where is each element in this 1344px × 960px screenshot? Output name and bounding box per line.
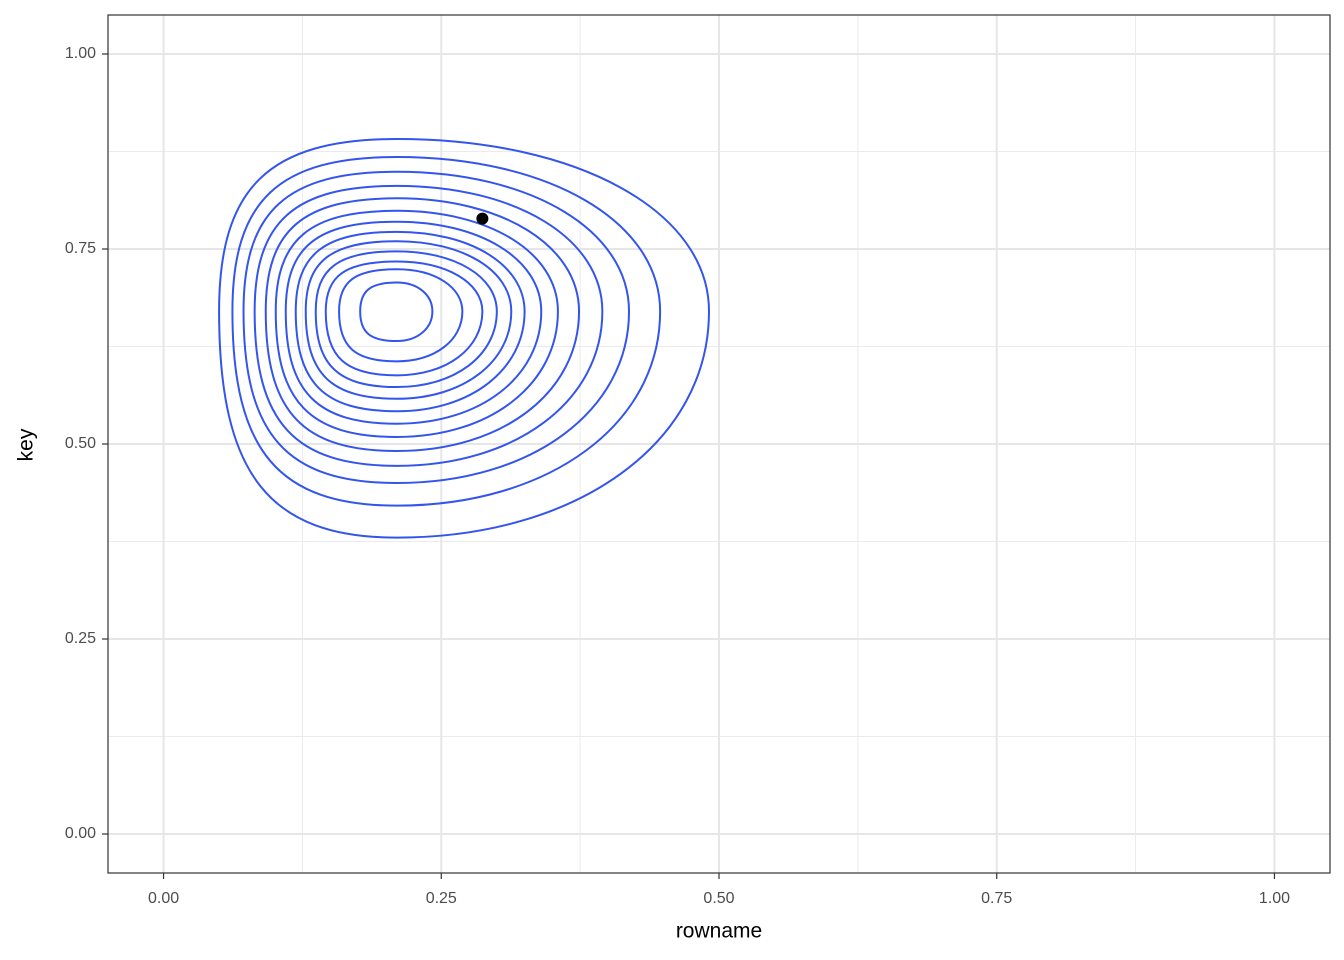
x-tick-label: 0.50	[703, 890, 734, 907]
x-axis-title: rowname	[676, 920, 762, 943]
y-tick-label: 0.00	[65, 825, 96, 842]
contour-line	[359, 281, 434, 343]
x-tick-label: 1.00	[1259, 890, 1290, 907]
contour-line	[304, 240, 513, 400]
x-tick-label: 0.00	[148, 890, 179, 907]
y-tick-label: 0.75	[65, 240, 96, 257]
contour-line	[324, 260, 484, 377]
contour-line	[242, 170, 631, 485]
point	[476, 212, 489, 225]
x-tick-label: 0.75	[981, 890, 1012, 907]
contour-line	[294, 230, 526, 413]
y-axis-title: key	[15, 428, 38, 461]
panel-border	[107, 14, 1331, 874]
contour-line	[274, 209, 559, 438]
y-tick-label: 0.25	[65, 630, 96, 647]
contour-line	[314, 250, 498, 389]
contour-line	[338, 268, 464, 363]
contour-line	[231, 155, 662, 507]
contour-line	[284, 220, 543, 425]
contour-line	[218, 138, 711, 539]
y-tick-label: 1.00	[65, 45, 96, 62]
contour-line	[264, 197, 581, 453]
x-tick-label: 0.25	[426, 890, 457, 907]
contour-line	[253, 184, 604, 467]
y-tick-label: 0.50	[65, 435, 96, 452]
